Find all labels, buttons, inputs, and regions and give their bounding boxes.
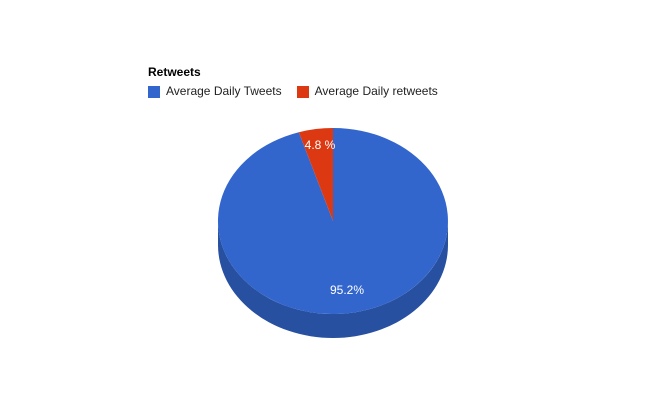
pie-slice-average-daily-tweets[interactable] <box>217 128 448 314</box>
pie-side-3d <box>218 221 448 338</box>
legend-label-average-daily-tweets: Average Daily Tweets <box>166 84 282 98</box>
chart-title: Retweets <box>148 65 201 79</box>
legend-swatch-blue <box>148 85 160 98</box>
legend-swatch-red <box>296 85 309 98</box>
pie-slices <box>217 127 448 314</box>
legend-item-average-daily-retweets: Average Daily retweets <box>296 84 438 98</box>
legend-item-average-daily-tweets: Average Daily Tweets <box>148 85 282 98</box>
legend: Average Daily Tweets Average Daily retwe… <box>148 85 438 98</box>
legend-label-average-daily-retweets: Average Daily retweets <box>314 84 438 98</box>
pie-slice-average-daily-retweets[interactable] <box>298 127 333 221</box>
